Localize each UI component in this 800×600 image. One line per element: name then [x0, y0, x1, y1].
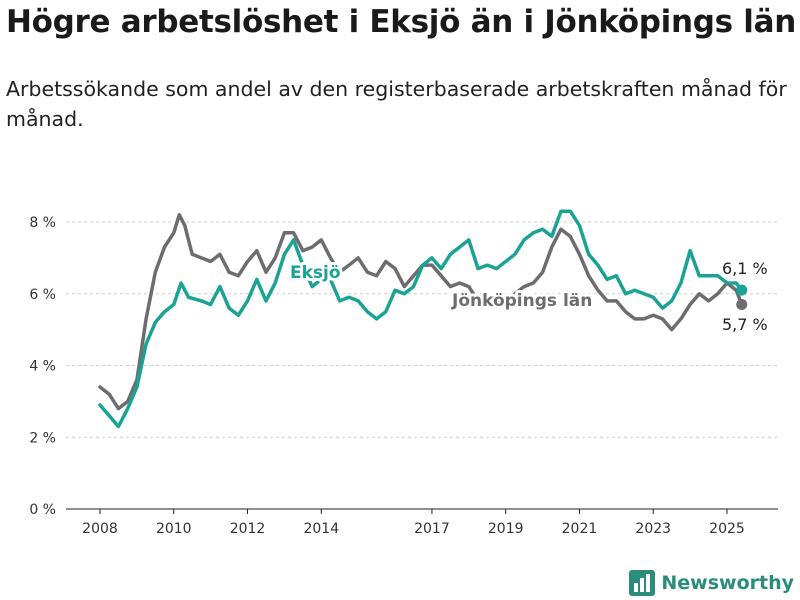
- y-tick-label: 6 %: [29, 287, 56, 303]
- x-tick-label: 2012: [230, 521, 266, 537]
- series-labels: Eksjö Jönköpings län: [287, 260, 595, 314]
- x-tick-label: 2010: [156, 521, 192, 537]
- x-tick-label: 2025: [709, 521, 745, 537]
- y-tick-label: 4 %: [29, 359, 56, 375]
- grid-lines: [66, 221, 778, 438]
- y-tick-label: 2 %: [29, 430, 56, 446]
- x-tick-label: 2021: [562, 521, 598, 537]
- series-label-eksjo: Eksjö: [290, 263, 341, 283]
- brand-name: Newsworthy: [661, 572, 794, 594]
- page-title: Högre arbetslöshet i Eksjö än i Jönköpin…: [6, 4, 797, 40]
- x-tick-label: 2019: [488, 521, 524, 537]
- page-subtitle: Arbetssökande som andel av den registerb…: [6, 77, 787, 131]
- end-points: [736, 284, 748, 311]
- y-tick-label: 8 %: [29, 215, 56, 231]
- series-line-jonkopings-lan: [98, 213, 744, 411]
- end-point-eksjo: [736, 284, 748, 296]
- x-tick-label: 2023: [635, 521, 671, 537]
- end-label-eksjo: 6,1 %: [722, 259, 768, 278]
- y-tick-labels: 0 % 2 % 4 % 6 % 8 %: [29, 215, 56, 518]
- series-line-eksjo: [98, 209, 744, 429]
- y-tick-label: 0 %: [29, 502, 56, 518]
- end-label-jonkopings-lan: 5,7 %: [722, 315, 768, 334]
- brand-logo: Newsworthy: [629, 570, 794, 596]
- x-tick-label: 2017: [414, 521, 450, 537]
- x-tick-label: 2014: [303, 521, 339, 537]
- series-label-jonkopings-lan: Jönköpings län: [451, 291, 592, 311]
- end-point-jonkopings-lan: [736, 299, 748, 311]
- x-tick-label: 2008: [82, 521, 118, 537]
- x-tick-labels: 2008 2010 2012 2014 2017 2019 2021 2023 2025: [82, 521, 745, 537]
- bar-chart-logo-icon: [629, 570, 656, 596]
- x-tick-marks: [99, 509, 728, 514]
- series-lines: [98, 209, 744, 429]
